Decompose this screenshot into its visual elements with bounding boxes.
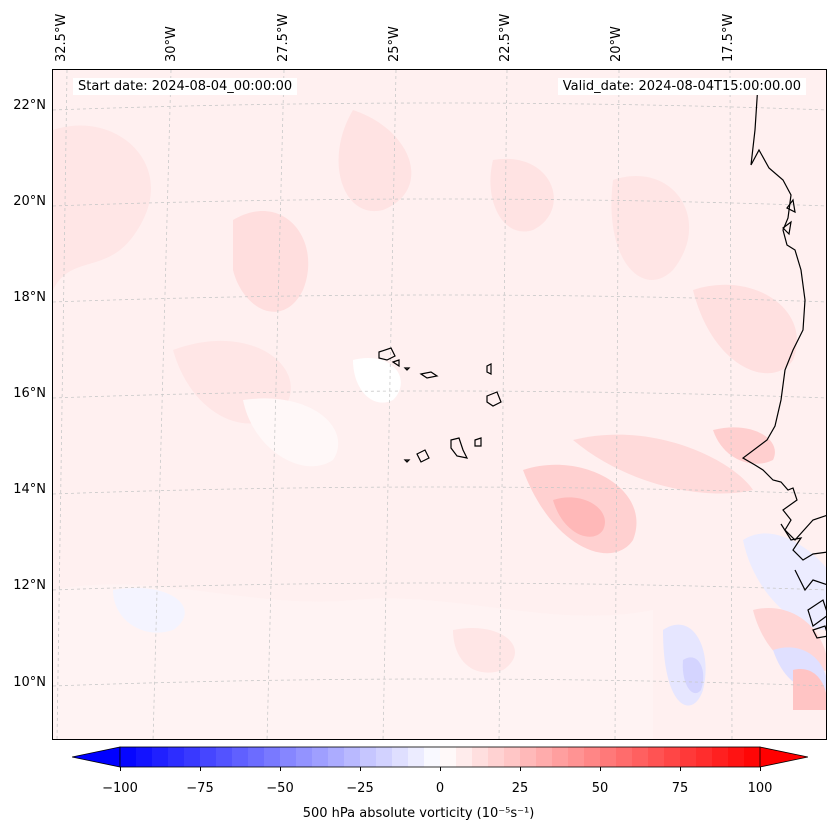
colorbar-tick-label: 75 (671, 781, 689, 796)
cape-verde-islands (378, 347, 502, 463)
colorbar-tick-mark (200, 767, 201, 771)
colorbar (71, 746, 809, 774)
coastline (741, 83, 826, 639)
colorbar-segment (488, 747, 505, 767)
colorbar-tick-label: −100 (102, 781, 138, 796)
colorbar-label: 500 hPa absolute vorticity (10⁻⁵s⁻¹) (302, 806, 535, 821)
colorbar-segment (728, 747, 745, 767)
colorbar-tick-label: 0 (435, 781, 445, 796)
colorbar-segment (232, 747, 249, 767)
lon-label-17-5w: 17.5°W (721, 13, 736, 62)
colorbar-extend-high (759, 746, 809, 768)
colorbar-segment (200, 747, 217, 767)
colorbar-segment (600, 747, 617, 767)
lon-label-25w: 25°W (387, 26, 402, 62)
colorbar-tick-label: 100 (747, 781, 773, 796)
start-date-label: Start date: 2024-08-04_00:00:00 (73, 78, 298, 95)
colorbar-tick-label: −75 (186, 781, 214, 796)
lat-label-20n: 20°N (13, 194, 46, 209)
colorbar-segment (184, 747, 201, 767)
colorbar-tick-mark (680, 767, 681, 771)
colorbar-segment (136, 747, 153, 767)
colorbar-segment (712, 747, 729, 767)
lon-label-32-5w: 32.5°W (54, 13, 69, 62)
lat-label-16n: 16°N (13, 386, 46, 401)
lon-label-27-5w: 27.5°W (276, 13, 291, 62)
colorbar-bar (71, 746, 809, 768)
vorticity-map (53, 70, 826, 739)
vorticity-field (53, 70, 826, 739)
colorbar-segment (376, 747, 393, 767)
colorbar-segment (520, 747, 537, 767)
colorbar-segment (408, 747, 425, 767)
colorbar-segment (360, 747, 377, 767)
colorbar-segment (344, 747, 361, 767)
colorbar-segment (632, 747, 649, 767)
colorbar-segment (120, 747, 137, 767)
colorbar-segment (296, 747, 313, 767)
graticule (53, 70, 826, 739)
colorbar-segment (216, 747, 233, 767)
lon-label-20w: 20°W (609, 26, 624, 62)
colorbar-segment (152, 747, 169, 767)
colorbar-segment (440, 747, 457, 767)
colorbar-segment (472, 747, 489, 767)
lon-label-22-5w: 22.5°W (498, 13, 513, 62)
colorbar-tick-mark (520, 767, 521, 771)
lat-label-12n: 12°N (13, 578, 46, 593)
colorbar-tick-mark (440, 767, 441, 771)
lon-label-30w: 30°W (164, 26, 179, 62)
colorbar-segment (168, 747, 185, 767)
colorbar-tick-label: −25 (346, 781, 374, 796)
colorbar-segment (696, 747, 713, 767)
colorbar-tick-mark (280, 767, 281, 771)
lat-label-22n: 22°N (13, 98, 46, 113)
colorbar-segment (424, 747, 441, 767)
lat-label-18n: 18°N (13, 290, 46, 305)
colorbar-segment (744, 747, 761, 767)
colorbar-segment (456, 747, 473, 767)
colorbar-segment (264, 747, 281, 767)
colorbar-segment (648, 747, 665, 767)
colorbar-segment (568, 747, 585, 767)
colorbar-tick-mark (360, 767, 361, 771)
colorbar-tick-label: 50 (591, 781, 609, 796)
colorbar-tick-label: −50 (266, 781, 294, 796)
colorbar-segment (552, 747, 569, 767)
colorbar-segment (280, 747, 297, 767)
colorbar-extend-low (71, 746, 121, 768)
colorbar-segment (392, 747, 409, 767)
colorbar-segment (616, 747, 633, 767)
valid-date-label: Valid_date: 2024-08-04T15:00:00.00 (557, 78, 806, 95)
colorbar-tick-mark (120, 767, 121, 771)
colorbar-segment (584, 747, 601, 767)
colorbar-segment (664, 747, 681, 767)
lat-label-14n: 14°N (13, 482, 46, 497)
colorbar-segment (248, 747, 265, 767)
map-panel: Start date: 2024-08-04_00:00:00 Valid_da… (52, 69, 827, 740)
lat-label-10n: 10°N (13, 675, 46, 690)
colorbar-tick-mark (760, 767, 761, 771)
colorbar-segment (680, 747, 697, 767)
colorbar-segment (536, 747, 553, 767)
colorbar-tick-label: 25 (511, 781, 529, 796)
colorbar-segment (312, 747, 329, 767)
colorbar-tick-mark (600, 767, 601, 771)
colorbar-segment (504, 747, 521, 767)
colorbar-segment (328, 747, 345, 767)
